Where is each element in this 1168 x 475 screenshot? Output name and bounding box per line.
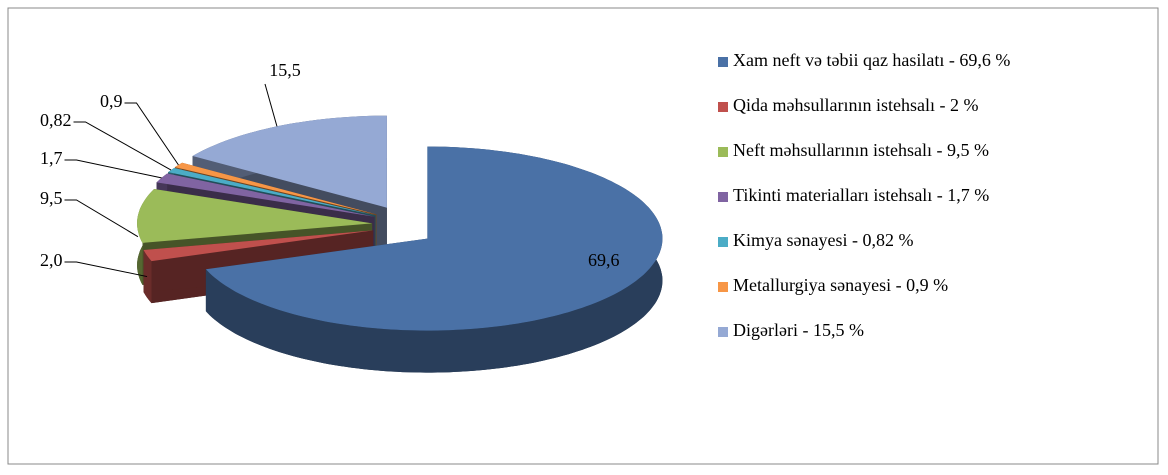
legend-swatch <box>718 147 728 157</box>
legend-label: Xam neft və təbii qaz hasilatı - 69,6 % <box>733 50 1010 70</box>
legend-swatch <box>718 192 728 202</box>
data-label: 69,6 <box>588 250 620 270</box>
slice <box>192 115 387 208</box>
slice <box>137 189 373 243</box>
legend-swatch <box>718 102 728 112</box>
slice <box>156 173 375 217</box>
slice <box>205 146 663 331</box>
data-label: 0,82 <box>40 110 72 130</box>
legend-label: Neft məhsullarının istehsalı - 9,5 % <box>733 140 989 160</box>
leader-line <box>64 261 148 278</box>
leader-line <box>64 199 139 238</box>
slice <box>143 230 374 262</box>
data-label: 2,0 <box>40 250 63 270</box>
legend-swatch <box>718 282 728 292</box>
legend-label: Metallurgiya sənayesi - 0,9 % <box>733 275 948 295</box>
leader-line <box>264 83 278 127</box>
legend-label: Tikinti materialları istehsalı - 1,7 % <box>733 185 989 205</box>
leader-line <box>64 159 162 179</box>
leader-line <box>73 121 172 171</box>
legend-swatch <box>718 57 728 67</box>
legend-swatch <box>718 237 728 247</box>
slice-outer-side <box>143 250 152 304</box>
data-label: 15,5 <box>269 60 301 80</box>
leader-line <box>124 102 179 166</box>
slice <box>168 168 376 216</box>
data-label: 1,7 <box>40 148 63 168</box>
legend-label: Qida məhsullarının istehsalı - 2 % <box>733 95 978 115</box>
data-label: 9,5 <box>40 188 63 208</box>
data-label: 0,9 <box>100 91 123 111</box>
legend-label: Digərləri - 15,5 % <box>733 320 864 340</box>
legend-swatch <box>718 327 728 337</box>
legend-label: Kimya sənayesi - 0,82 % <box>733 230 913 250</box>
slice <box>174 162 377 215</box>
